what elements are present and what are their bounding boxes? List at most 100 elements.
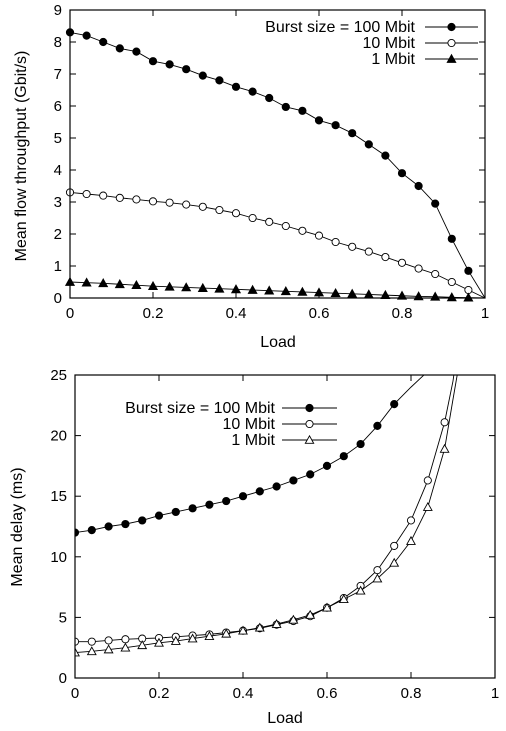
legend-label: 10 Mbit xyxy=(223,416,276,433)
y-axis-label: Mean delay (ms) xyxy=(9,467,26,586)
data-point xyxy=(231,209,241,218)
series-line xyxy=(69,31,486,299)
data-point xyxy=(255,487,264,496)
data-point xyxy=(131,279,142,290)
data-point xyxy=(182,200,191,209)
data-point xyxy=(288,614,299,624)
data-point xyxy=(121,519,130,529)
series-group xyxy=(75,375,458,657)
y-tick-label: 9 xyxy=(54,2,62,19)
data-point xyxy=(422,501,433,511)
legend-marker xyxy=(304,434,315,444)
y-tick-label: 4 xyxy=(54,162,62,179)
legend-marker xyxy=(305,419,314,429)
data-point xyxy=(330,287,341,298)
data-point xyxy=(181,282,192,292)
data-point xyxy=(464,266,473,275)
x-tick-label: 0 xyxy=(66,305,74,322)
data-point xyxy=(198,71,207,80)
series-line xyxy=(75,375,455,643)
data-point xyxy=(198,202,207,211)
data-point xyxy=(390,399,399,409)
data-point xyxy=(103,644,114,654)
data-point xyxy=(431,269,440,279)
x-tick-label: 0.6 xyxy=(317,685,338,702)
data-point xyxy=(214,283,225,293)
data-point xyxy=(248,213,257,223)
data-point xyxy=(215,205,224,215)
data-point xyxy=(188,504,197,513)
y-tick-label: 3 xyxy=(54,194,62,211)
data-point xyxy=(271,618,282,628)
data-point xyxy=(390,541,399,550)
y-tick-label: 15 xyxy=(50,488,67,505)
data-point xyxy=(215,76,224,85)
data-point xyxy=(87,637,96,646)
data-point xyxy=(397,169,407,178)
axis-ticks: 0 0.2 0.4 0.6 0.8 1 0 1 2 3 4 5 6 7 8 9 xyxy=(54,2,490,322)
data-point xyxy=(381,151,390,160)
data-point xyxy=(331,121,340,130)
data-point xyxy=(121,635,130,644)
data-point xyxy=(147,280,159,291)
legend-marker xyxy=(305,403,314,413)
data-point xyxy=(414,181,423,191)
data-point xyxy=(314,116,324,125)
data-point xyxy=(439,443,450,453)
legend-label: 1 Mbit xyxy=(231,432,275,449)
y-tick-label: 25 xyxy=(50,367,67,384)
data-point xyxy=(397,258,407,267)
data-point xyxy=(132,195,141,204)
ylabel-throughput: Mean flow throughput (Gbit/s) xyxy=(13,51,30,262)
throughput-chart: Mean flow throughput (Gbit/s) Load 0 0.2 0… xyxy=(13,2,489,351)
y-tick-label: 2 xyxy=(54,226,62,243)
plot-frame xyxy=(74,374,496,679)
x-tick-label: 0.2 xyxy=(149,685,170,702)
data-point xyxy=(414,264,423,273)
data-point xyxy=(81,277,92,287)
data-point xyxy=(164,281,175,291)
data-point xyxy=(347,288,358,298)
data-point xyxy=(355,585,366,595)
data-point xyxy=(265,217,274,226)
x-tick-label: 0.2 xyxy=(143,305,164,322)
x-tick-label: 1 xyxy=(481,305,489,322)
x-tick-label: 1 xyxy=(491,685,499,702)
delay-chart: Mean delay (ms) Load 0 0.2 0.4 0.6 0.8 105101… xyxy=(9,367,499,727)
data-point xyxy=(463,292,474,302)
legend-label: 1 Mbit xyxy=(371,51,415,68)
data-point xyxy=(230,284,242,294)
plot-frame xyxy=(69,9,486,299)
data-point xyxy=(115,193,124,202)
data-point xyxy=(248,87,257,96)
data-point xyxy=(170,635,181,645)
y-tick-label: 6 xyxy=(54,98,62,115)
data-point xyxy=(423,476,432,485)
data-point xyxy=(165,198,174,207)
y-tick-label: 7 xyxy=(54,66,62,83)
series-group xyxy=(64,28,486,302)
data-point xyxy=(406,516,416,525)
data-point xyxy=(313,287,325,297)
data-point xyxy=(104,636,113,645)
legend-marker xyxy=(447,22,456,32)
data-point xyxy=(372,573,383,583)
data-point xyxy=(254,622,265,632)
legend-marker xyxy=(446,53,457,63)
data-point xyxy=(446,292,457,302)
y-axis-label: Mean flow throughput (Gbit/s) xyxy=(13,51,30,262)
data-point xyxy=(298,226,307,235)
data-point xyxy=(406,535,416,545)
data-point xyxy=(396,290,408,300)
data-point xyxy=(306,470,315,479)
legend-marker xyxy=(447,38,456,48)
data-point xyxy=(187,633,198,643)
x-tick-label: 0.8 xyxy=(401,685,422,702)
series-line xyxy=(75,375,458,653)
data-point xyxy=(148,57,158,66)
data-point xyxy=(364,247,373,256)
series-line xyxy=(69,281,486,299)
data-point xyxy=(389,557,400,567)
